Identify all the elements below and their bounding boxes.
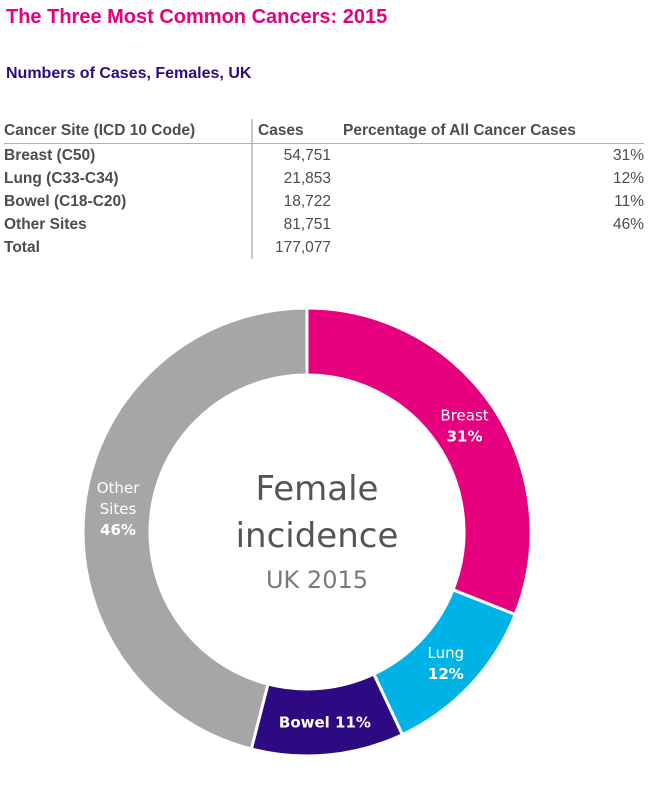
table-header-row: Cancer Site (ICD 10 Code) Cases Percenta… (4, 119, 644, 144)
table-row: Lung (C33-C34) 21,853 12% (4, 167, 644, 190)
column-header-percentage: Percentage of All Cancer Cases (343, 122, 576, 139)
female-incidence-donut-chart: Breast 31% Lung 12% Bowel 11% Other Sites 46% Fe… (81, 306, 533, 758)
slice-label-bowel: Bowel 11% (279, 714, 371, 732)
percentage-cell: 12% (612, 170, 644, 187)
slice-other-sites (81, 306, 309, 751)
center-title-line-1: Female (256, 469, 379, 509)
column-header-cases: Cases (251, 119, 335, 143)
cancer-cases-table: Cancer Site (ICD 10 Code) Cases Percenta… (4, 119, 644, 259)
site-cell: Breast (C50) (4, 147, 96, 164)
percentage-cell: 46% (612, 216, 644, 233)
slice-lung (371, 587, 518, 737)
cases-cell: 54,751 (251, 144, 335, 167)
slice-label-lung: Lung 12% (428, 644, 465, 683)
page-subtitle: Numbers of Cases, Females, UK (6, 65, 252, 82)
site-cell: Total (4, 239, 40, 256)
cases-cell: 81,751 (251, 213, 335, 236)
table-row: Bowel (C18-C20) 18,722 11% (4, 190, 644, 213)
percentage-cell: 31% (612, 147, 644, 164)
site-cell: Lung (C33-C34) (4, 170, 119, 187)
slice-label-other-sites: Other Sites 46% (97, 479, 140, 539)
cases-cell: 177,077 (251, 236, 335, 259)
site-cell: Bowel (C18-C20) (4, 193, 127, 210)
column-header-site: Cancer Site (ICD 10 Code) (4, 122, 196, 139)
slice-label-breast: Breast 31% (440, 406, 488, 445)
center-subtitle: UK 2015 (266, 566, 368, 594)
slice-breast (305, 306, 533, 617)
center-title-line-2: incidence (236, 516, 399, 556)
site-cell: Other Sites (4, 216, 87, 233)
table-row: Other Sites 81,751 46% (4, 213, 644, 236)
percentage-cell (335, 236, 644, 259)
cases-cell: 21,853 (251, 167, 335, 190)
cases-cell: 18,722 (251, 190, 335, 213)
percentage-cell: 11% (614, 193, 644, 210)
table-row-total: Total 177,077 (4, 236, 644, 259)
page-title: The Three Most Common Cancers: 2015 (6, 6, 388, 28)
table-row: Breast (C50) 54,751 31% (4, 144, 644, 167)
